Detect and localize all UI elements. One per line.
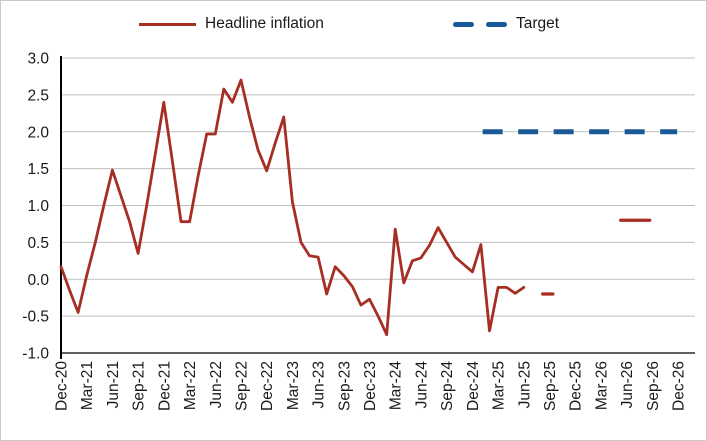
y-tick-label: -1.0 (22, 346, 49, 363)
target-dash-swatch-icon (453, 21, 507, 27)
legend-item-headline-inflation: Headline inflation (139, 13, 324, 35)
x-tick-label: Sep-23 (336, 361, 353, 411)
x-tick-label: Dec-20 (54, 361, 71, 411)
target-dash-2 (486, 21, 507, 27)
y-tick-label: 0.0 (27, 272, 49, 289)
x-tick-label: Dec-22 (259, 361, 276, 411)
legend-item-target: Target (453, 13, 559, 35)
x-tick-label: Mar-23 (285, 361, 302, 410)
x-tick-label: Jun-23 (311, 361, 328, 408)
x-tick-label: Dec-25 (568, 361, 585, 411)
x-tick-label: Sep-22 (233, 361, 250, 411)
x-tick-label: Dec-23 (362, 361, 379, 411)
x-tick-label: Mar-24 (388, 361, 405, 410)
x-tick-label: Sep-21 (131, 361, 148, 411)
x-tick-label: Sep-26 (645, 361, 662, 411)
x-tick-label: Sep-25 (542, 361, 559, 411)
y-tick-label: 1.5 (27, 161, 49, 178)
x-tick-label: Dec-21 (156, 361, 173, 411)
x-tick-label: Sep-24 (439, 361, 456, 411)
x-tick-label: Jun-26 (619, 361, 636, 408)
x-tick-label: Dec-26 (671, 361, 688, 411)
x-tick-label: Jun-25 (516, 361, 533, 408)
x-tick-label: Jun-21 (105, 361, 122, 408)
legend-label-target: Target (516, 15, 560, 32)
y-tick-label: 2.0 (27, 124, 49, 141)
legend-label-headline-inflation: Headline inflation (205, 15, 324, 32)
chart-legend: Headline inflation Target (1, 13, 706, 35)
y-tick-label: 1.0 (27, 198, 49, 215)
x-tick-label: Jun-22 (208, 361, 225, 408)
headline-line-swatch-icon (139, 22, 196, 26)
target-dash-1 (453, 21, 474, 27)
x-tick-label: Mar-26 (593, 361, 610, 410)
headline-inflation-line (59, 78, 526, 337)
x-tick-label: Mar-22 (182, 361, 199, 410)
y-tick-label: 3.0 (27, 51, 49, 68)
x-tick-label: Jun-24 (413, 361, 430, 409)
y-tick-label: -0.5 (22, 309, 49, 326)
x-tick-label: Mar-25 (491, 361, 508, 410)
x-tick-label: Mar-21 (79, 361, 96, 410)
x-tick-label: Dec-24 (465, 361, 482, 411)
y-tick-label: 2.5 (27, 87, 49, 104)
y-tick-label: 0.5 (27, 235, 49, 252)
